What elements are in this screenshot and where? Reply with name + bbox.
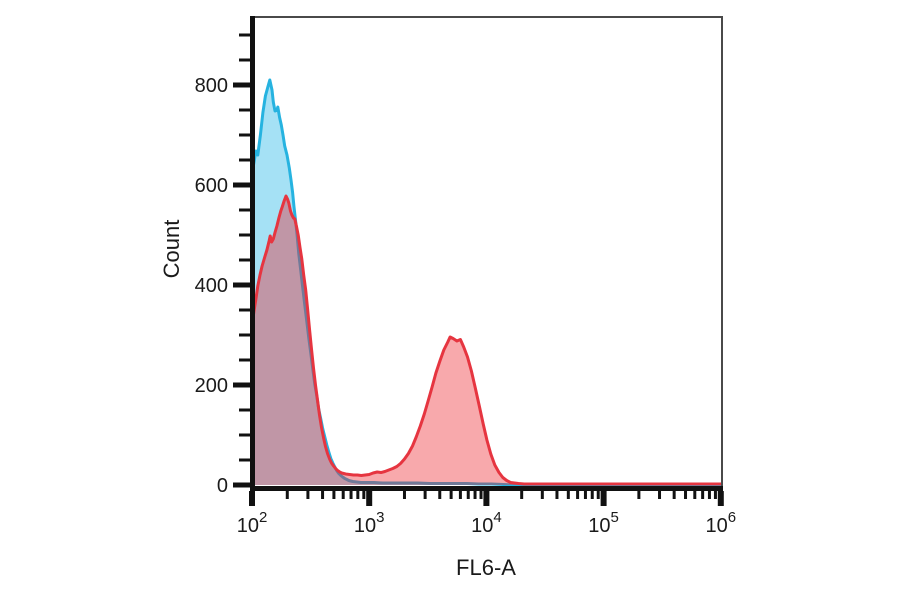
x-tick-label: 104 [471,509,502,537]
x-axis-title: FL6-A [456,555,516,580]
x-tick-label: 103 [354,509,385,537]
histogram-curves [255,78,722,486]
x-tick-label: 106 [706,509,737,537]
y-tick-label: 800 [195,75,228,97]
red-histogram-fill [255,196,722,485]
y-tick-label: 200 [195,375,228,397]
y-axis-title: Count [159,219,184,279]
x-tick-label: 102 [237,509,268,537]
y-tick-label: 600 [195,175,228,197]
cyan-histogram-fill [255,80,722,485]
x-axis: 102 103 104 105 106 [237,491,736,537]
x-tick-label: 105 [588,509,619,537]
y-axis: 0 200 400 600 800 [195,33,250,497]
plot-frame [250,16,723,491]
y-tick-label: 0 [217,475,228,497]
red-histogram-line [255,194,722,486]
cyan-histogram-line [255,78,722,486]
y-tick-label: 400 [195,275,228,297]
